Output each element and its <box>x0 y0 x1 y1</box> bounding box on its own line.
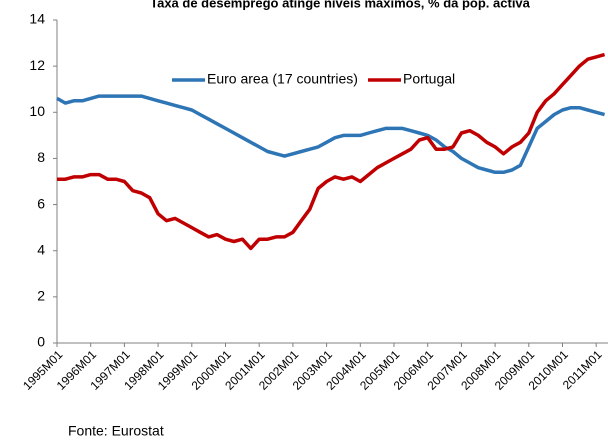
y-tick-label: 6 <box>37 195 45 211</box>
data-line <box>57 52 606 251</box>
legend-label: Portugal <box>403 71 455 87</box>
y-tick-label: 4 <box>37 241 45 257</box>
source-note: Fonte: Eurostat <box>68 423 164 439</box>
data-line <box>56 94 606 175</box>
y-tick-label: 0 <box>37 334 45 350</box>
y-tick-label: 8 <box>37 149 45 165</box>
y-tick-label: 10 <box>29 103 45 119</box>
legend-label: Euro area (17 countries) <box>207 71 358 87</box>
y-tick-label: 14 <box>29 11 45 27</box>
chart-title: Taxa de desemprego atinge níveis máximos… <box>150 0 531 10</box>
y-tick-label: 2 <box>37 288 45 304</box>
y-tick-label: 12 <box>29 57 45 73</box>
